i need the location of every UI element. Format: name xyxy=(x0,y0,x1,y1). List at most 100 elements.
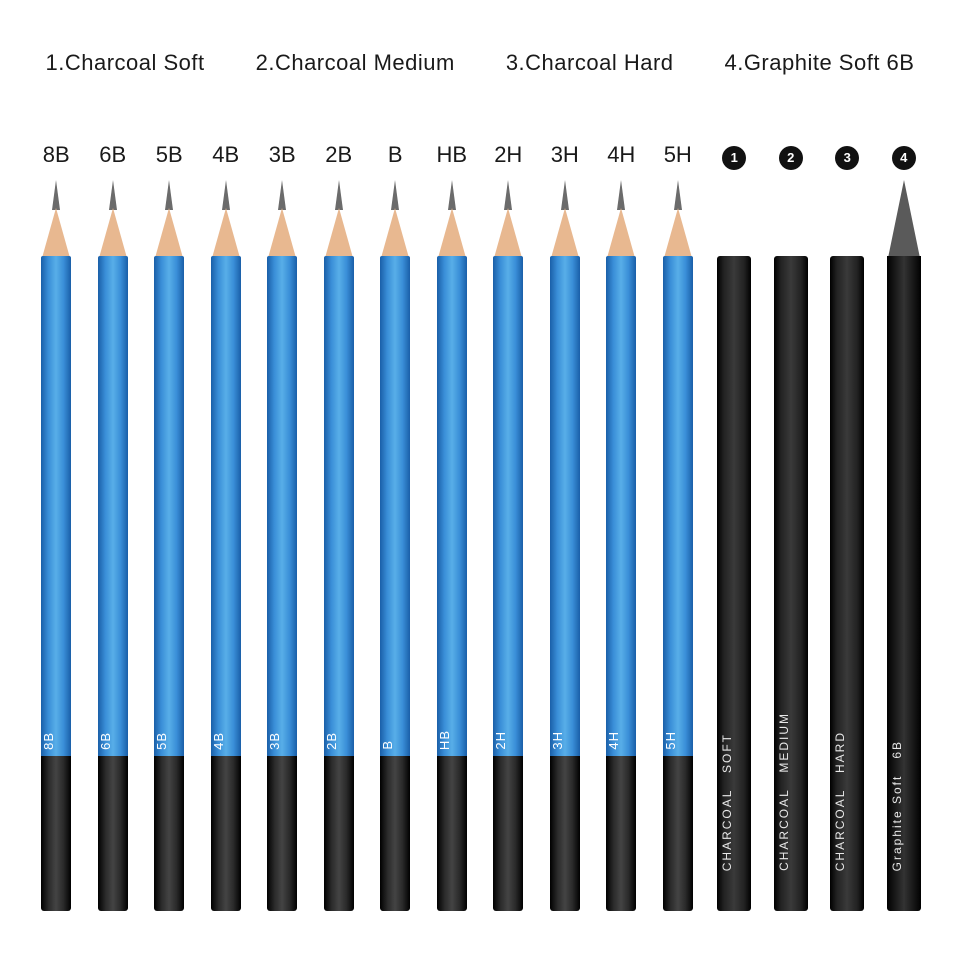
pencil-wood-cone xyxy=(551,208,579,258)
pencil-black-cap xyxy=(98,756,128,911)
pencil-shaft: 6B xyxy=(98,256,128,756)
pencil-grade-label: 6B xyxy=(98,732,128,750)
pencil-lead-tip xyxy=(674,180,682,210)
charcoal-stick: CHARCOAL SOFT xyxy=(716,180,752,915)
pencil-shaft: 3H xyxy=(550,256,580,756)
pencil-slot: 2B xyxy=(311,180,368,915)
column-label: 3 xyxy=(819,142,876,170)
stick-body: CHARCOAL MEDIUM xyxy=(774,256,808,911)
pencil-wood-cone xyxy=(438,208,466,258)
pencil-grade-label: 4H xyxy=(606,731,636,750)
graphite-pencil: 8B xyxy=(38,180,74,915)
pencil-wood-cone xyxy=(99,208,127,258)
graphite-pencil: 5B xyxy=(151,180,187,915)
pencil-black-cap xyxy=(493,756,523,911)
graphite-pencil: 4H xyxy=(603,180,639,915)
stick-print-label: CHARCOAL SOFT xyxy=(717,733,751,871)
pencil-slot: 5H xyxy=(650,180,707,915)
pencil-grade-label: B xyxy=(380,740,410,750)
legend-item: 3.Charcoal Hard xyxy=(506,50,674,76)
pencil-grade-label: HB xyxy=(437,730,467,750)
pencil-shaft: 2B xyxy=(324,256,354,756)
stick-body: CHARCOAL SOFT xyxy=(717,256,751,911)
pencil-slot: 2H xyxy=(480,180,537,915)
graphite-shaft: Graphite Soft 6B xyxy=(887,256,921,911)
pencil-grade-label: 8B xyxy=(41,732,71,750)
pencil-shaft: 4H xyxy=(606,256,636,756)
pencils-row: 8B 6B 5B 4B 3B 2B B HB 2H 3H 4H 5H CHARCOAL SOFT CHAR… xyxy=(0,180,960,915)
column-label: 5H xyxy=(650,142,707,170)
pencil-lead-tip xyxy=(165,180,173,210)
pencil-grade-label: 5B xyxy=(154,732,184,750)
pencil-lead-tip xyxy=(448,180,456,210)
pencil-lead-tip xyxy=(335,180,343,210)
graphite-pencil: 5H xyxy=(660,180,696,915)
column-label: HB xyxy=(424,142,481,170)
pencil-slot: 3H xyxy=(537,180,594,915)
pencil-black-cap xyxy=(437,756,467,911)
column-label: 2B xyxy=(311,142,368,170)
pencil-grade-label: 3B xyxy=(267,732,297,750)
pencil-wood-cone xyxy=(494,208,522,258)
pencil-grade-label: 2H xyxy=(493,731,523,750)
pencil-black-cap xyxy=(267,756,297,911)
column-label: 5B xyxy=(141,142,198,170)
pencil-grade-label: 4B xyxy=(211,732,241,750)
pencil-grade-label: 3H xyxy=(550,731,580,750)
graphite-pencil: 4B xyxy=(208,180,244,915)
column-label: 4 xyxy=(876,142,933,170)
column-label: 4B xyxy=(198,142,255,170)
stick-body: CHARCOAL HARD xyxy=(830,256,864,911)
pencil-shaft: 5H xyxy=(663,256,693,756)
legend-item: 2.Charcoal Medium xyxy=(256,50,455,76)
pencil-slot: 6B xyxy=(85,180,142,915)
graphite-pencil: 3H xyxy=(547,180,583,915)
pencil-wood-cone xyxy=(607,208,635,258)
pencil-slot: HB xyxy=(424,180,481,915)
pencil-slot: 4H xyxy=(593,180,650,915)
pencil-shaft: 3B xyxy=(267,256,297,756)
pencil-slot: 3B xyxy=(254,180,311,915)
pencil-shaft: HB xyxy=(437,256,467,756)
legend-row: 1.Charcoal Soft 2.Charcoal Medium 3.Char… xyxy=(0,50,960,76)
pencil-black-cap xyxy=(550,756,580,911)
pencil-slot: CHARCOAL MEDIUM xyxy=(763,180,820,915)
pencil-lead-tip xyxy=(504,180,512,210)
column-label: 3B xyxy=(254,142,311,170)
pencil-slot: CHARCOAL SOFT xyxy=(706,180,763,915)
column-label: 3H xyxy=(537,142,594,170)
pencil-grade-label: 2B xyxy=(324,732,354,750)
graphite-cone-tip xyxy=(888,180,920,258)
column-label: 6B xyxy=(85,142,142,170)
pencil-black-cap xyxy=(606,756,636,911)
charcoal-stick: CHARCOAL HARD xyxy=(829,180,865,915)
graphite-pencil: 2B xyxy=(321,180,357,915)
pencil-black-cap xyxy=(211,756,241,911)
pencil-black-cap xyxy=(154,756,184,911)
pencil-lead-tip xyxy=(278,180,286,210)
graphite-pencil: 3B xyxy=(264,180,300,915)
pencil-black-cap xyxy=(380,756,410,911)
column-label: B xyxy=(367,142,424,170)
pencil-slot: B xyxy=(367,180,424,915)
pencil-shaft: B xyxy=(380,256,410,756)
pencil-lead-tip xyxy=(52,180,60,210)
stick-print-label: CHARCOAL MEDIUM xyxy=(774,712,808,871)
column-label: 2H xyxy=(480,142,537,170)
pencil-shaft: 5B xyxy=(154,256,184,756)
pencil-lead-tip xyxy=(617,180,625,210)
pencil-lead-tip xyxy=(109,180,117,210)
pencil-wood-cone xyxy=(664,208,692,258)
column-label: 8B xyxy=(28,142,85,170)
pencil-wood-cone xyxy=(381,208,409,258)
column-label: 1 xyxy=(706,142,763,170)
woodless-graphite-pencil: Graphite Soft 6B xyxy=(886,180,922,915)
column-labels-row: 8B6B5B4B3B2BBHB2H3H4H5H1234 xyxy=(0,142,960,170)
pencil-shaft: 2H xyxy=(493,256,523,756)
pencil-black-cap xyxy=(663,756,693,911)
numbered-badge: 3 xyxy=(835,146,859,170)
charcoal-stick: CHARCOAL MEDIUM xyxy=(773,180,809,915)
column-label: 4H xyxy=(593,142,650,170)
pencil-slot: 4B xyxy=(198,180,255,915)
pencil-shaft: 8B xyxy=(41,256,71,756)
